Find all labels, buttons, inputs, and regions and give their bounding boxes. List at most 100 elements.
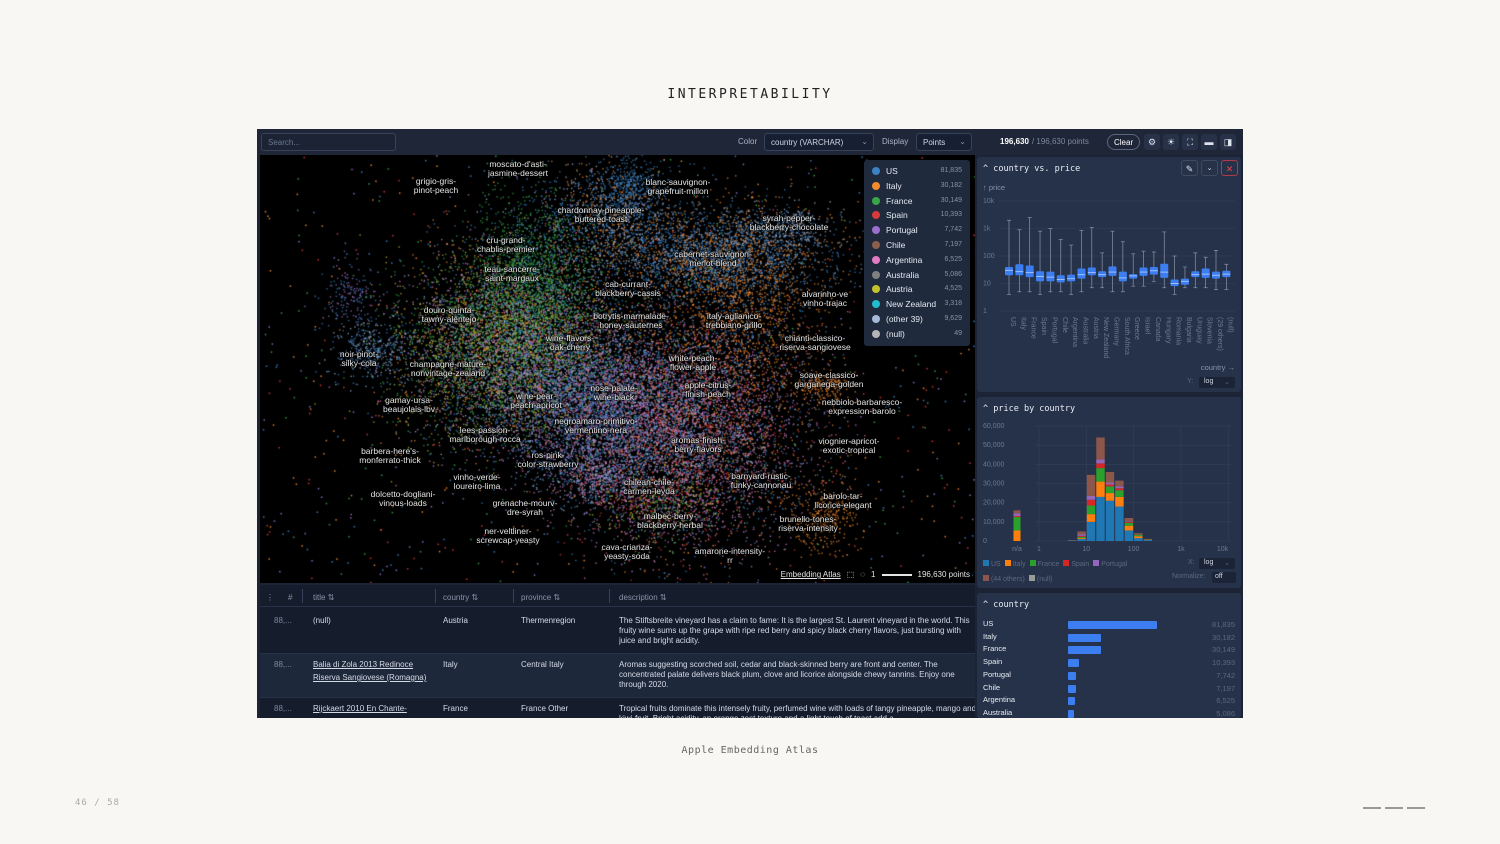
histogram-bar-segment[interactable]	[1096, 481, 1105, 497]
histogram-bar-segment[interactable]	[1086, 521, 1096, 541]
histogram-legend-item[interactable]: (null)	[1028, 573, 1052, 587]
histogram-bar-segment[interactable]	[1096, 437, 1105, 460]
clear-button[interactable]: Clear	[1107, 134, 1141, 150]
embedding-map[interactable]: moscato-d'asti- jasmine-dessert grigio-gr…	[260, 155, 975, 583]
legend-item[interactable]: US 81,835	[870, 165, 964, 180]
country-bar[interactable]	[1068, 646, 1101, 655]
histogram-bar-segment[interactable]	[1105, 500, 1115, 541]
box[interactable]	[1067, 274, 1076, 282]
box[interactable]	[1129, 274, 1138, 279]
box[interactable]	[1056, 275, 1065, 283]
legend-item[interactable]: Argentina 6,525	[870, 254, 964, 269]
box[interactable]	[1077, 268, 1086, 279]
title-cell[interactable]: Balia di Zola 2013 Redinoce Riserva Sang…	[313, 660, 427, 682]
country-bar[interactable]	[1068, 671, 1077, 680]
country-bar[interactable]	[1068, 697, 1076, 706]
histogram-legend-item[interactable]: France	[1029, 558, 1059, 572]
country-bar[interactable]	[1068, 621, 1157, 629]
histogram-bar-segment[interactable]	[1105, 482, 1115, 485]
histogram-bar-segment[interactable]	[1086, 505, 1096, 515]
box[interactable]	[1108, 266, 1117, 276]
country-row[interactable]: France 30,149	[983, 644, 1235, 657]
country-row[interactable]: Italy 30,182	[983, 632, 1235, 645]
col-header-country[interactable]: country ⇅	[443, 593, 479, 602]
histogram-legend-item[interactable]: Italy	[1004, 558, 1026, 572]
panel-title[interactable]: ^ price by country	[983, 404, 1076, 414]
legend-item[interactable]: (null) 49	[870, 328, 964, 343]
legend-item[interactable]: (other 39) 9,629	[870, 313, 964, 328]
country-row[interactable]: Portugal 7,742	[983, 670, 1235, 683]
histogram-bar-segment[interactable]	[1013, 530, 1021, 541]
country-row[interactable]: US 81,835	[983, 619, 1235, 632]
column-divider[interactable]	[609, 589, 610, 603]
legend-item[interactable]: Austria 4,525	[870, 283, 964, 298]
box[interactable]	[1118, 271, 1127, 282]
histogram-bar-segment[interactable]	[1124, 521, 1134, 523]
histogram-bar-segment[interactable]	[1124, 525, 1134, 531]
histogram-bar-segment[interactable]	[1143, 540, 1153, 541]
chevron-down-icon[interactable]: ⌄	[1201, 160, 1218, 176]
histogram-bar-segment[interactable]	[1115, 490, 1124, 497]
histogram-bar-segment[interactable]	[1077, 538, 1086, 540]
box[interactable]	[1025, 265, 1034, 278]
nav-dash[interactable]	[1407, 807, 1425, 809]
column-divider[interactable]	[435, 589, 436, 603]
histogram-legend-item[interactable]: Spain	[1063, 558, 1089, 572]
table-row[interactable]: 88,... Balia di Zola 2013 Redinoce Riserv…	[260, 654, 975, 698]
histogram-bar-segment[interactable]	[1077, 539, 1086, 541]
legend-item[interactable]: Italy 30,182	[870, 180, 964, 195]
histogram-bar-segment[interactable]	[1105, 484, 1115, 487]
histogram-bar-segment[interactable]	[1105, 472, 1115, 483]
histogram-bar-segment[interactable]	[1115, 506, 1124, 542]
pencil-icon[interactable]: ✎	[1181, 160, 1198, 176]
histogram-legend-item[interactable]: Portugal	[1093, 558, 1127, 572]
normalize-select[interactable]: off	[1212, 572, 1236, 583]
histogram-legend-item[interactable]: US	[983, 558, 1001, 572]
histogram-legend-item[interactable]: (44 others)	[983, 573, 1025, 587]
box[interactable]	[1160, 263, 1169, 278]
close-icon[interactable]: ✕	[1221, 160, 1238, 176]
histogram-bar-segment[interactable]	[1096, 463, 1105, 469]
table-row[interactable]: 88,... (null) Austria Thermenregion The Stif…	[260, 610, 975, 654]
col-header-num[interactable]: #	[288, 593, 293, 602]
x-scale-select[interactable]: log ⌄	[1199, 558, 1235, 569]
embedding-view-icon[interactable]: ⛶	[1182, 134, 1198, 150]
histogram-bar-segment[interactable]	[1115, 486, 1124, 489]
legend-item[interactable]: France 30,149	[870, 195, 964, 210]
embedding-atlas-link[interactable]: Embedding Atlas	[780, 570, 841, 579]
box[interactable]	[1015, 264, 1024, 276]
scatter-points[interactable]	[260, 155, 975, 583]
histogram-bar-segment[interactable]	[1086, 495, 1096, 500]
histogram-bar-segment[interactable]	[1115, 496, 1124, 507]
box[interactable]	[1170, 279, 1179, 287]
histogram-bar-segment[interactable]	[1077, 535, 1086, 537]
country-bar[interactable]	[1068, 659, 1080, 668]
lasso-icon[interactable]: ◌	[860, 570, 866, 579]
legend-item[interactable]: New Zealand 3,318	[870, 298, 964, 313]
col-header-title[interactable]: title ⇅	[313, 593, 335, 602]
histogram-bar-segment[interactable]	[1096, 496, 1105, 541]
panel-title[interactable]: ^ country	[983, 600, 1030, 610]
histogram-bar-segment[interactable]	[1096, 459, 1105, 464]
column-divider[interactable]	[302, 589, 303, 603]
histogram-bar-segment[interactable]	[1086, 514, 1096, 522]
selection-rect-icon[interactable]: ⬚	[846, 570, 855, 579]
country-row[interactable]: Chile 7,197	[983, 683, 1235, 696]
histogram-bar-segment[interactable]	[1013, 510, 1021, 514]
search-input[interactable]	[261, 133, 396, 151]
country-row[interactable]: Australia 5,086	[983, 708, 1235, 718]
histogram-bar-segment[interactable]	[1134, 533, 1143, 535]
col-header-description[interactable]: description ⇅	[619, 593, 667, 602]
box[interactable]	[1087, 267, 1096, 276]
histogram-bar-segment[interactable]	[1115, 488, 1124, 491]
legend-item[interactable]: Portugal 7,742	[870, 224, 964, 239]
display-select[interactable]: Points ⌄	[916, 133, 972, 151]
histogram-bar-segment[interactable]	[1096, 468, 1105, 482]
row-menu-icon[interactable]: ⋮	[266, 593, 274, 602]
histogram-bar-segment[interactable]	[1134, 538, 1143, 541]
histogram-bar-segment[interactable]	[1013, 516, 1021, 518]
histogram-bar-segment[interactable]	[1013, 517, 1021, 531]
nav-dash[interactable]	[1363, 807, 1381, 809]
histogram-bar-segment[interactable]	[1086, 499, 1096, 506]
gear-icon[interactable]: ⚙	[1144, 134, 1160, 150]
